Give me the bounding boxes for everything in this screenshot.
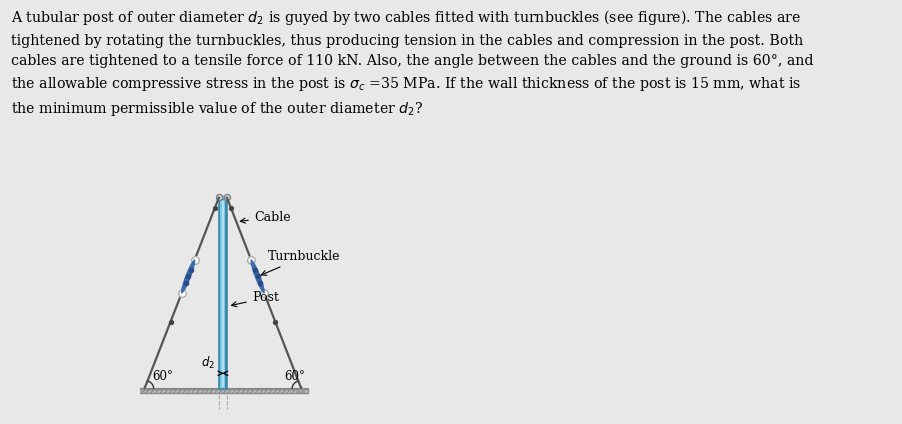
Text: Turnbuckle: Turnbuckle [262,250,341,275]
Ellipse shape [251,259,265,294]
Bar [220,199,226,389]
Text: Cable: Cable [240,211,290,224]
Ellipse shape [219,196,226,198]
Text: 60°: 60° [152,370,173,383]
Ellipse shape [220,197,226,198]
Text: $d_2$: $d_2$ [201,355,215,371]
Text: A tubular post of outer diameter $d_2$ is guyed by two cables fitted with turnbu: A tubular post of outer diameter $d_2$ i… [11,8,814,118]
Ellipse shape [181,259,196,294]
Text: 60°: 60° [284,370,305,383]
Bar [219,199,220,389]
Text: Post: Post [232,291,279,307]
Bar [219,199,226,389]
Bar [138,389,308,393]
Bar [222,201,224,387]
